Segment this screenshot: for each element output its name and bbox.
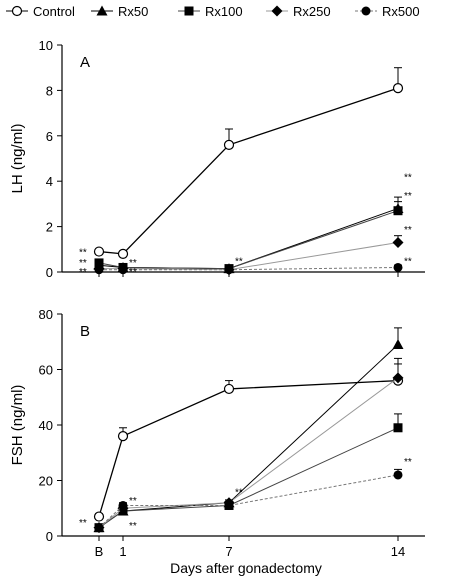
data-point	[393, 262, 403, 272]
series-rx250	[93, 363, 404, 534]
series-line-rx250	[99, 241, 399, 271]
y-axis-label: LH (ng/ml)	[9, 123, 26, 193]
significance-marker: **	[129, 258, 137, 269]
series-line-rx100	[98, 210, 399, 270]
series-line-rx500	[98, 474, 399, 529]
series-line-rx50	[98, 207, 399, 270]
series-rx500	[94, 262, 403, 275]
series-rx100	[94, 413, 403, 533]
series-line-rx100	[98, 427, 399, 529]
series-line-control	[98, 87, 399, 255]
series-line-rx250	[98, 377, 399, 529]
significance-marker: **	[79, 248, 87, 259]
data-point	[94, 523, 104, 533]
legend: Control Rx50 Rx100 Rx250 Rx500	[6, 4, 420, 19]
y-tick-label: 20	[39, 474, 53, 489]
legend-label-rx50: Rx50	[118, 4, 148, 19]
data-point	[224, 265, 234, 275]
series-rx100	[94, 201, 403, 274]
significance-marker: **	[79, 258, 87, 269]
x-tick-label: 7	[225, 544, 232, 559]
data-point	[94, 258, 104, 268]
data-point	[117, 248, 129, 259]
series-control	[93, 67, 404, 259]
x-tick-label: 1	[119, 544, 126, 559]
data-point	[223, 139, 235, 150]
data-point	[93, 246, 105, 257]
data-point	[393, 206, 403, 216]
data-point	[118, 265, 128, 275]
data-point	[117, 431, 129, 442]
legend-marker-rx500	[361, 6, 371, 16]
data-point	[93, 511, 105, 522]
series-rx50	[93, 327, 404, 533]
legend-marker-control	[11, 5, 23, 17]
series-line-control	[98, 379, 399, 517]
x-tick-label: B	[95, 544, 104, 559]
y-tick-label: 4	[46, 174, 53, 189]
y-axis-label: FSH (ng/ml)	[9, 385, 26, 466]
data-point	[118, 500, 128, 510]
y-tick-label: 60	[39, 363, 53, 378]
data-point	[392, 236, 404, 248]
significance-marker: **	[235, 257, 243, 268]
x-axis-label: Days after gonadectomy	[170, 560, 322, 576]
legend-label-rx250: Rx250	[293, 4, 331, 19]
significance-marker: **	[404, 457, 412, 468]
series-rx500	[94, 468, 403, 533]
data-point	[392, 83, 404, 94]
significance-marker: **	[404, 191, 412, 202]
y-tick-label: 40	[39, 418, 53, 433]
significance-marker: **	[235, 488, 243, 499]
x-tick-label: 14	[391, 544, 405, 559]
data-point	[393, 470, 403, 480]
y-tick-label: 0	[46, 529, 53, 544]
data-point	[94, 265, 104, 275]
y-tick-label: 2	[46, 220, 53, 235]
significance-marker: **	[404, 225, 412, 236]
significance-marker: **	[404, 173, 412, 184]
data-point	[224, 500, 234, 510]
significance-marker: **	[129, 496, 137, 507]
legend-label-rx500: Rx500	[382, 4, 420, 19]
y-tick-label: 80	[39, 307, 53, 322]
data-point	[393, 423, 403, 433]
y-tick-label: 8	[46, 83, 53, 98]
series-line-rx500	[99, 266, 399, 271]
legend-label-rx100: Rx100	[205, 4, 243, 19]
data-point	[392, 339, 404, 350]
significance-marker: **	[79, 518, 87, 529]
y-tick-label: 10	[39, 38, 53, 53]
panel-label: A	[80, 54, 90, 71]
data-point	[392, 372, 404, 384]
legend-marker-rx100	[184, 6, 194, 16]
data-point	[223, 383, 235, 395]
panel-label: B	[80, 323, 90, 340]
significance-marker: **	[404, 257, 412, 268]
legend-label-control: Control	[33, 4, 75, 19]
significance-marker: **	[129, 521, 137, 532]
significance-marker: **	[79, 267, 87, 278]
legend-marker-rx250	[271, 5, 283, 17]
legend-marker-rx50	[96, 5, 108, 16]
significance-marker: **	[129, 267, 137, 278]
y-tick-label: 0	[46, 265, 53, 280]
series-line-rx50	[98, 344, 399, 529]
y-tick-label: 6	[46, 129, 53, 144]
